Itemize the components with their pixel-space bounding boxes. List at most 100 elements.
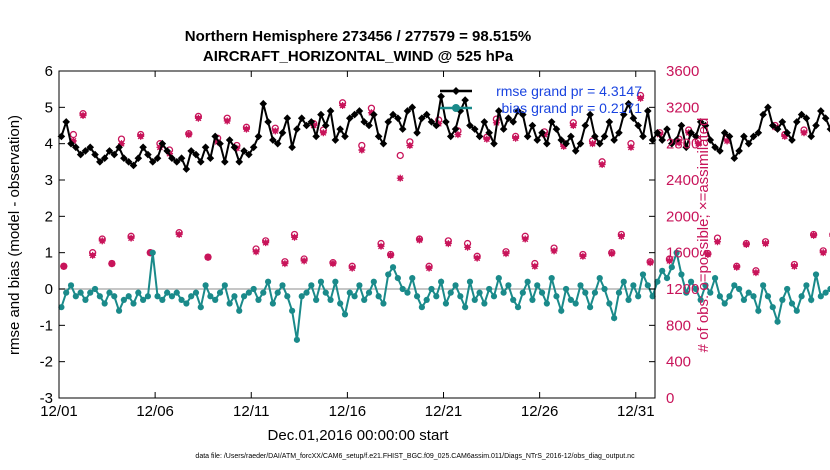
legend-bias-text: bias grand pr = 0.2171 <box>502 100 643 116</box>
rmse-point <box>768 121 777 130</box>
rmse-point <box>653 128 662 137</box>
x-axis-label: Dec.01,2016 00:00:00 start <box>268 427 450 444</box>
rmse-point <box>639 132 647 141</box>
rmse-point <box>826 125 830 133</box>
bias-point <box>149 249 156 256</box>
rmse-point <box>81 147 90 155</box>
bias-point <box>346 289 353 296</box>
rmse-point <box>341 132 349 141</box>
rmse-point <box>466 121 474 130</box>
obs-assimilated-point <box>752 269 760 277</box>
obs-assimilated-point <box>194 114 202 122</box>
bias-point <box>221 282 228 289</box>
rmse-point <box>519 110 527 119</box>
legend: rmse grand pr = 4.3147 bias grand pr = 0… <box>440 83 642 116</box>
obs-assimilated-point <box>329 260 337 268</box>
rmse-point <box>163 147 171 155</box>
rmse-point <box>177 154 186 162</box>
obs-assimilated-point <box>800 129 808 137</box>
bias-point <box>365 289 373 296</box>
rmse-point <box>595 139 604 148</box>
rmse-point <box>480 118 489 126</box>
rmse-point <box>523 132 532 141</box>
bias-point <box>447 289 454 296</box>
bias-point <box>510 296 517 303</box>
rmse-point <box>682 143 691 152</box>
x-tick-label: 12/31 <box>617 403 655 420</box>
bias-line <box>60 248 830 341</box>
rmse-point <box>802 114 811 123</box>
bias-point <box>755 307 762 314</box>
bias-point <box>788 300 796 307</box>
obs-assimilated-point <box>617 232 625 240</box>
rmse-point <box>557 136 566 144</box>
bias-point <box>615 289 623 296</box>
rmse-point <box>259 99 268 108</box>
bias-point <box>611 314 618 322</box>
rmse-point <box>235 158 244 166</box>
obs-assimilated-point <box>271 127 279 135</box>
rmse-point <box>629 114 638 123</box>
rmse-point <box>600 132 609 141</box>
rmse-point <box>221 158 229 166</box>
rmse-point <box>206 154 215 162</box>
bias-point <box>793 307 800 314</box>
rmse-point <box>307 118 316 126</box>
rmse-point <box>100 154 109 162</box>
bias-point <box>399 285 406 293</box>
rmse-point <box>571 147 580 155</box>
rmse-point <box>124 158 133 166</box>
obs-assimilated-point <box>579 252 587 260</box>
rmse-point <box>514 107 522 115</box>
rmse-point <box>201 143 210 152</box>
bias-point <box>558 307 565 314</box>
rmse-point <box>552 125 561 133</box>
rmse-point <box>817 107 825 115</box>
rmse-point <box>134 154 143 162</box>
obs-assimilated-point <box>531 262 539 270</box>
obs-assimilated-point <box>252 248 260 256</box>
bias-point <box>125 293 132 300</box>
obs-assimilated-point <box>79 112 87 120</box>
bias-point <box>212 296 219 303</box>
y-tick-label: 4 <box>45 136 53 153</box>
obs-assimilated-point <box>790 262 798 270</box>
y-tick-label: -3 <box>40 390 53 407</box>
y-tick-label: 3 <box>45 172 53 189</box>
obs-assimilated-point <box>204 253 212 261</box>
rmse-point <box>297 114 306 123</box>
rmse-point <box>76 150 85 159</box>
rmse-point <box>759 110 767 119</box>
bias-point <box>293 336 301 343</box>
rmse-point <box>418 114 426 123</box>
bias-point <box>394 275 401 282</box>
bias-point <box>308 282 315 289</box>
bias-point <box>58 304 65 311</box>
bias-point <box>784 285 791 293</box>
obs-assimilated-point <box>262 239 270 247</box>
bias-point <box>726 293 733 300</box>
legend-rmse-text: rmse grand pr = 4.3147 <box>496 83 642 99</box>
bias-point <box>207 293 214 300</box>
rmse-point <box>182 165 191 173</box>
obs-assimilated-point <box>242 125 250 133</box>
rmse-point <box>504 114 513 123</box>
rmse-point <box>730 154 739 162</box>
bias-point <box>553 293 560 300</box>
y-tick-label-right: 800 <box>666 317 691 334</box>
bias-point <box>380 300 387 307</box>
rmse-point <box>398 125 407 133</box>
bias-point <box>245 289 252 296</box>
y-tick-label-right: 3200 <box>666 99 699 116</box>
obs-assimilated-point <box>512 134 520 142</box>
bias-point <box>534 282 541 289</box>
rmse-point <box>581 121 590 130</box>
rmse-point <box>302 121 311 130</box>
obs-assimilated-point <box>281 260 289 268</box>
y-axis-label: rmse and bias (model - observation) <box>6 115 23 355</box>
bias-point <box>591 289 599 296</box>
rmse-point <box>778 118 787 126</box>
rmse-point <box>283 114 292 123</box>
bias-point <box>567 296 574 303</box>
bias-point <box>164 289 171 296</box>
